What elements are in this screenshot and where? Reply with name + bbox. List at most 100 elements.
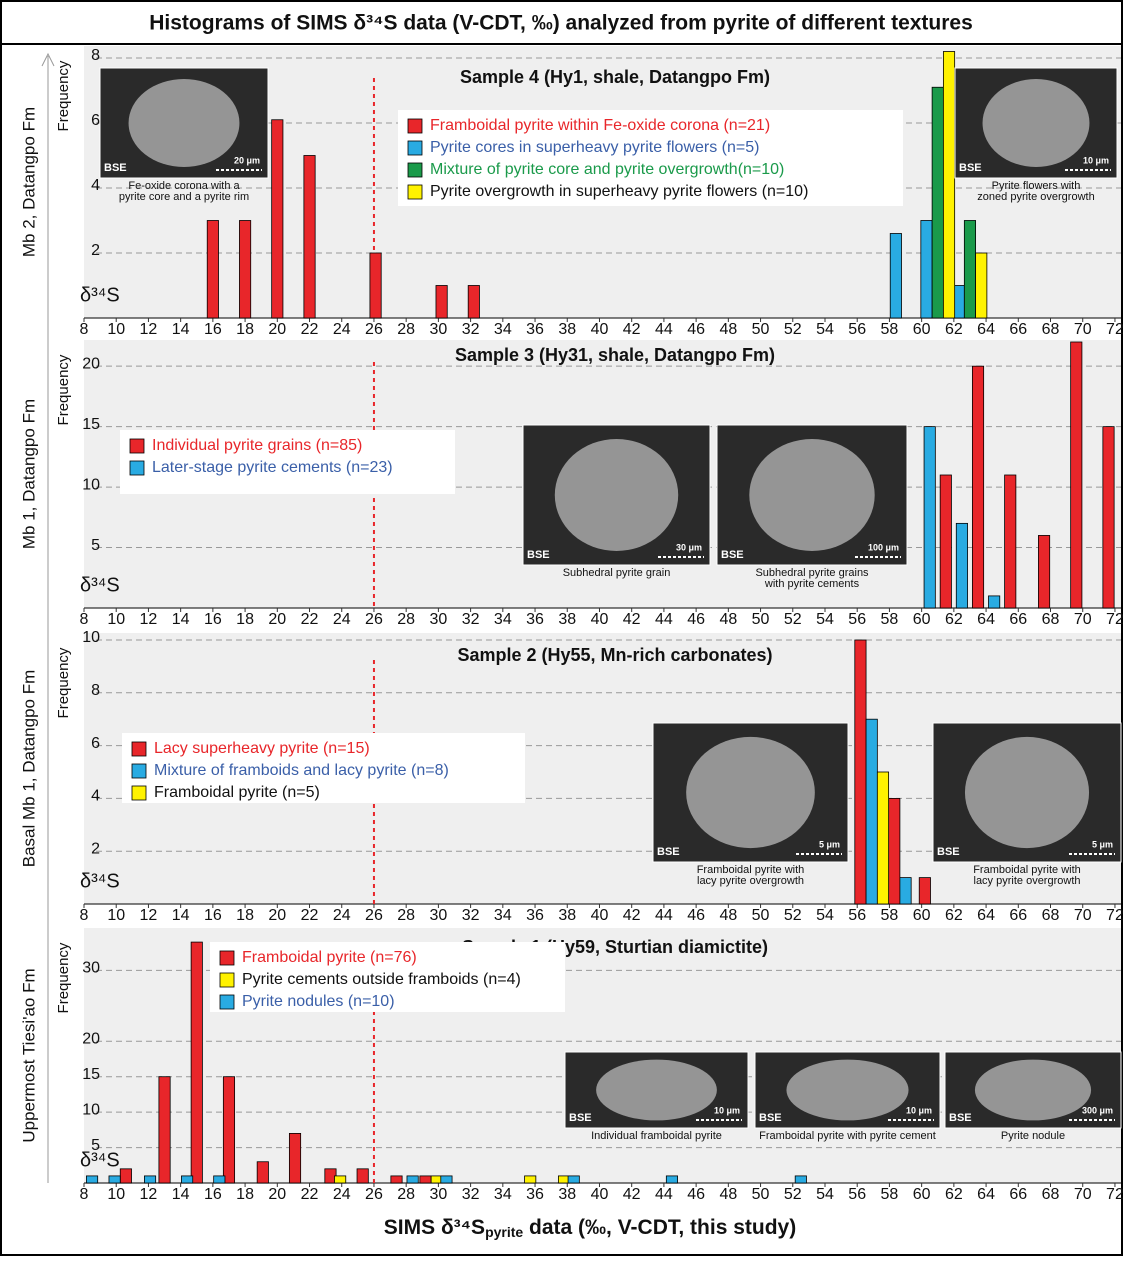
x-tick-label: 44 <box>655 611 673 628</box>
x-tick-label: 42 <box>623 1186 641 1203</box>
x-tick-label: 36 <box>526 321 544 338</box>
bar <box>207 221 218 319</box>
legend-swatch <box>132 742 146 756</box>
panel-title: Sample 3 (Hy31, shale, Datangpo Fm) <box>455 345 775 365</box>
x-tick-label: 12 <box>140 321 158 338</box>
bar <box>921 221 932 319</box>
bar <box>795 1176 806 1183</box>
bar <box>956 523 967 608</box>
x-tick-label: 60 <box>913 321 931 338</box>
x-tick-label: 14 <box>172 321 190 338</box>
micrograph-label: BSE <box>959 162 982 174</box>
y-tick-label: 5 <box>91 537 100 554</box>
unit-label: Mb 1, Datangpo Fm <box>19 399 38 549</box>
legend-label: Framboidal pyrite (n=5) <box>154 784 320 801</box>
x-tick-label: 32 <box>462 1186 480 1203</box>
figure: Histograms of SIMS δ³⁴S data (V-CDT, ‰) … <box>0 0 1123 1256</box>
x-tick-label: 8 <box>80 321 89 338</box>
x-tick-label: 8 <box>80 611 89 628</box>
x-tick-label: 8 <box>80 907 89 924</box>
legend-swatch <box>132 786 146 800</box>
micrograph-label: BSE <box>657 846 680 858</box>
unit-label: Basal Mb 1, Datangpo Fm <box>19 670 38 867</box>
micrograph-label: BSE <box>759 1112 782 1124</box>
micrograph-grain <box>983 79 1090 167</box>
bar <box>272 120 283 318</box>
scale-label: 10 μm <box>714 1105 740 1115</box>
bar <box>370 253 381 318</box>
unit-label: Mb 2, Datangpo Fm <box>19 107 38 257</box>
micrograph-label: BSE <box>721 549 744 561</box>
micrograph-grain <box>686 737 815 848</box>
x-tick-label: 36 <box>526 611 544 628</box>
micrograph-grain <box>965 737 1089 848</box>
bar <box>855 640 866 904</box>
x-tick-label: 54 <box>816 611 834 628</box>
y-tick-label: 8 <box>91 682 100 699</box>
x-tick-label: 58 <box>881 907 899 924</box>
x-tick-label: 22 <box>301 321 319 338</box>
x-tick-label: 48 <box>719 907 737 924</box>
x-tick-label: 72 <box>1106 321 1123 338</box>
micrograph-grain <box>596 1060 717 1121</box>
scale-label: 30 μm <box>676 542 702 552</box>
legend-swatch <box>220 951 234 965</box>
bar <box>257 1162 268 1183</box>
x-tick-label: 52 <box>784 321 802 338</box>
x-tick-label: 30 <box>429 907 447 924</box>
x-tick-label: 52 <box>784 1186 802 1203</box>
x-tick-label: 58 <box>881 611 899 628</box>
x-tick-label: 16 <box>204 321 222 338</box>
x-tick-label: 48 <box>719 611 737 628</box>
x-tick-label: 42 <box>623 321 641 338</box>
x-tick-label: 68 <box>1042 611 1060 628</box>
x-tick-label: 22 <box>301 611 319 628</box>
bar <box>940 475 951 608</box>
x-tick-label: 34 <box>494 907 512 924</box>
legend-label: Framboidal pyrite (n=76) <box>242 949 417 966</box>
y-axis-title: Frequency <box>55 942 72 1013</box>
scale-label: 10 μm <box>906 1105 932 1115</box>
y-axis-title: Frequency <box>55 354 72 425</box>
x-tick-label: 40 <box>591 1186 609 1203</box>
x-tick-label: 22 <box>301 907 319 924</box>
x-tick-label: 32 <box>462 907 480 924</box>
bar <box>976 253 987 318</box>
bar <box>441 1176 452 1183</box>
legend-label: Individual pyrite grains (n=85) <box>152 437 362 454</box>
x-tick-label: 56 <box>848 1186 866 1203</box>
micrograph-label: BSE <box>527 549 550 561</box>
x-tick-label: 38 <box>558 1186 576 1203</box>
bar <box>525 1176 536 1183</box>
micrograph-caption: Individual framboidal pyrite <box>591 1130 722 1142</box>
bar <box>666 1176 677 1183</box>
x-tick-label: 28 <box>397 611 415 628</box>
x-tick-label: 70 <box>1074 1186 1092 1203</box>
legend-swatch <box>408 185 422 199</box>
scale-label: 300 μm <box>1082 1105 1113 1115</box>
bar <box>1038 535 1049 608</box>
x-tick-label: 16 <box>204 907 222 924</box>
x-tick-label: 50 <box>752 1186 770 1203</box>
x-tick-label: 54 <box>816 1186 834 1203</box>
bar <box>964 221 975 319</box>
bar <box>468 286 479 319</box>
x-tick-label: 58 <box>881 1186 899 1203</box>
x-tick-label: 58 <box>881 321 899 338</box>
bar <box>334 1176 345 1183</box>
scale-label: 100 μm <box>868 542 899 552</box>
x-tick-label: 46 <box>687 321 705 338</box>
bar <box>436 286 447 319</box>
bar <box>181 1176 192 1183</box>
legend-label: Later-stage pyrite cements (n=23) <box>152 459 393 476</box>
x-tick-label: 38 <box>558 907 576 924</box>
bar <box>1103 427 1114 608</box>
x-tick-label: 72 <box>1106 611 1123 628</box>
micrograph-label: BSE <box>104 162 127 174</box>
x-tick-label: 28 <box>397 907 415 924</box>
y-annotation: δ³⁴S <box>80 870 120 892</box>
x-tick-label: 42 <box>623 611 641 628</box>
panel-title: Sample 4 (Hy1, shale, Datangpo Fm) <box>460 67 770 87</box>
x-tick-label: 56 <box>848 321 866 338</box>
x-tick-label: 30 <box>429 1186 447 1203</box>
